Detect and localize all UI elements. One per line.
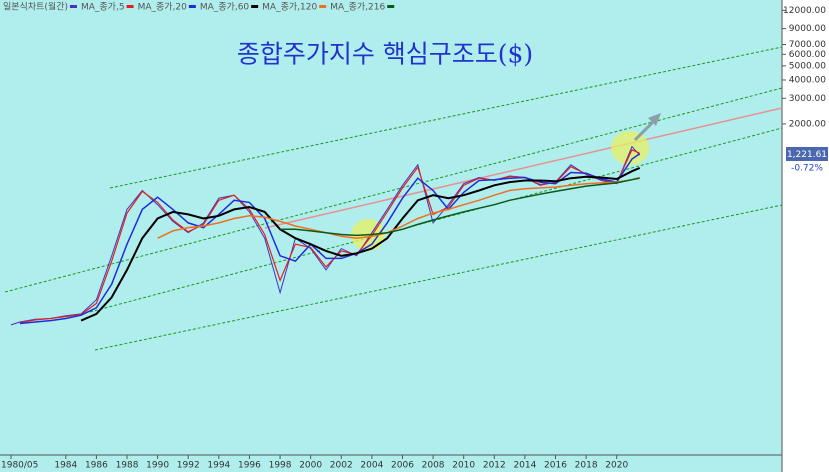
channel-line: [89, 127, 783, 313]
y-tick-label: 3000.00: [789, 94, 826, 104]
x-tick-label: 2002: [330, 461, 353, 471]
channel-line: [94, 204, 783, 351]
x-tick-label: 1996: [238, 461, 261, 471]
plot-background: [0, 0, 782, 472]
x-tick-label: 1980/05: [1, 461, 38, 471]
x-tick-label: 1994: [207, 461, 230, 471]
y-tick-label: 2000.00: [789, 119, 826, 129]
series-line: [280, 177, 640, 237]
resistance-line: [264, 107, 783, 229]
legend-label: MA_종가,60: [200, 2, 250, 13]
x-tick-label: 1984: [54, 461, 77, 471]
y-tick-label: 5000.00: [789, 61, 826, 71]
y-tick-label: 4000.00: [789, 76, 826, 86]
x-tick-label: 2012: [483, 461, 506, 471]
legend-label: MA_종가,120: [262, 2, 317, 13]
x-tick-label: 1992: [177, 461, 200, 471]
x-tick-label: 2018: [575, 461, 598, 471]
legend-swatch: [319, 5, 327, 8]
y-tick-label: 6000.00: [789, 50, 826, 60]
y-tick-label: 7000.00: [789, 40, 826, 50]
legend-swatch: [251, 5, 259, 8]
change-label: -0.72%: [791, 164, 823, 174]
legend-label: MA_종가,5: [81, 2, 125, 13]
legend-swatch: [188, 5, 196, 8]
legend-label: MA_종가,216: [330, 2, 385, 13]
chart-title: 종합주가지수 핵심구조도($): [237, 40, 533, 69]
x-tick-label: 2016: [544, 461, 567, 471]
x-tick-label: 1998: [269, 461, 292, 471]
series-line: [80, 166, 641, 322]
x-tick-label: 2014: [513, 461, 536, 471]
x-tick-label: 2000: [299, 461, 322, 471]
legend-swatch: [126, 5, 134, 8]
y-tick-label: 9000.00: [789, 24, 826, 34]
legend-swatch: [387, 5, 395, 8]
arrow-head: [648, 113, 661, 126]
x-tick-label: 1988: [116, 461, 139, 471]
channel-line: [109, 46, 783, 189]
series-line: [10, 145, 641, 326]
y-tick-label: 12000.00: [783, 6, 826, 16]
last-value: 1,221.61: [787, 150, 827, 160]
x-tick-label: 2020: [605, 461, 628, 471]
arrow: [633, 118, 657, 142]
legend-label: MA_종가,20: [138, 2, 188, 13]
x-tick-label: 2008: [422, 461, 445, 471]
x-tick-label: 1986: [85, 461, 108, 471]
axis-panel: [782, 0, 829, 472]
legend-swatch: [69, 5, 77, 8]
highlight-circle: [611, 131, 649, 165]
legend-label: 일본식차트(월간): [3, 1, 68, 13]
x-tick-label: 2006: [391, 461, 414, 471]
last-value-box: [786, 147, 828, 161]
channel-line: [4, 87, 783, 293]
x-tick-label: 1990: [146, 461, 169, 471]
series-line: [157, 176, 640, 239]
series-line: [19, 153, 641, 325]
x-tick-label: 2004: [360, 461, 383, 471]
x-tick-label: 2010: [452, 461, 475, 471]
trend-channels: [4, 46, 783, 351]
